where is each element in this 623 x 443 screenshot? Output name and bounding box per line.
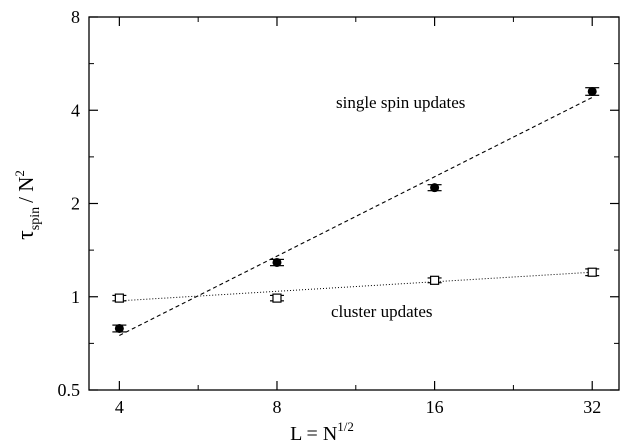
x-axis-label: L = N1/2 bbox=[290, 419, 354, 443]
annotation-cluster: cluster updates bbox=[331, 302, 433, 321]
ticks: 4 8 16 32 0.5 1 2 4 8 bbox=[58, 7, 619, 417]
data-point-single-spin bbox=[430, 183, 440, 193]
data-point-cluster bbox=[587, 267, 597, 277]
y-tick-label: 1 bbox=[71, 287, 80, 307]
data-point-single-spin bbox=[587, 86, 597, 96]
data-point-single-spin bbox=[114, 323, 124, 333]
fit-line-cluster bbox=[119, 271, 593, 302]
data-points bbox=[112, 86, 600, 333]
y-tick-label: 8 bbox=[71, 7, 80, 27]
plot-frame bbox=[88, 16, 620, 391]
y-axis-label: τspin / N2 bbox=[12, 170, 43, 240]
data-point-cluster bbox=[429, 275, 440, 285]
x-axis-label-exponent: 1/2 bbox=[337, 419, 354, 434]
x-tick-label: 32 bbox=[583, 397, 601, 417]
y-tick-label: 4 bbox=[71, 100, 80, 120]
data-point-cluster bbox=[114, 293, 124, 303]
y-axis-label-exponent: 2 bbox=[12, 170, 27, 177]
svg-text:τspin/ N2: τspin / N2 bbox=[12, 170, 43, 240]
x-tick-label: 8 bbox=[272, 397, 281, 417]
x-axis-label-main: L = N bbox=[290, 423, 337, 443]
y-axis-label-divisor: / N bbox=[14, 177, 38, 203]
y-axis-label-tau: τ bbox=[13, 230, 39, 240]
data-point-single-spin bbox=[272, 257, 282, 267]
x-tick-label: 4 bbox=[115, 397, 124, 417]
y-tick-label: 2 bbox=[71, 194, 80, 214]
y-tick-label: 0.5 bbox=[58, 380, 81, 400]
fit-line-single-spin bbox=[119, 96, 593, 336]
x-tick-label: 16 bbox=[426, 397, 444, 417]
fit-lines bbox=[119, 96, 593, 336]
y-axis-label-subscript: spin bbox=[28, 207, 43, 230]
data-point-cluster bbox=[272, 293, 282, 303]
annotation-single-spin: single spin updates bbox=[336, 93, 465, 112]
